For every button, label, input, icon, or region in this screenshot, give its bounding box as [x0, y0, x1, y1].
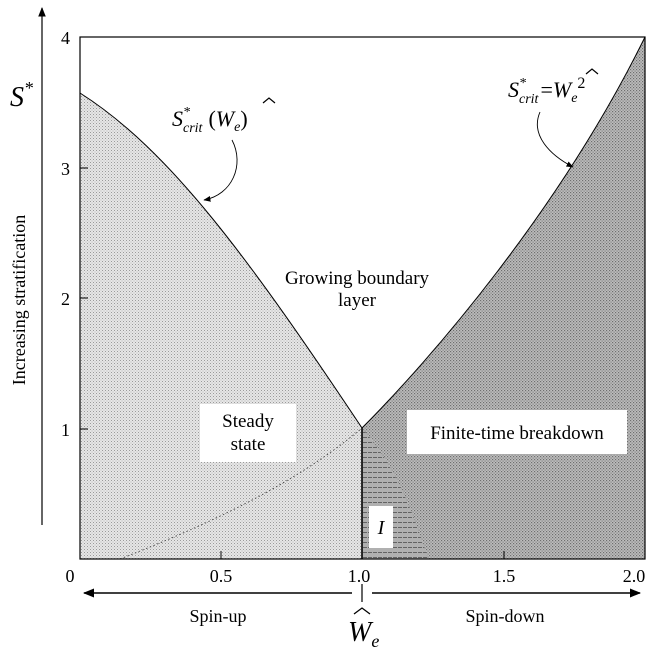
spin-down-label: Spin-down	[465, 606, 544, 626]
right-curve-label: S* crit=We2	[508, 68, 599, 107]
y-tick-labels: 1 2 3 4	[61, 28, 70, 440]
svg-text:layer: layer	[338, 290, 377, 311]
svg-text:Steady: Steady	[222, 411, 274, 432]
steady-state-label-box	[200, 404, 296, 462]
svg-text:We: We	[348, 617, 379, 650]
hat-accent	[353, 607, 371, 615]
left-critical-curve	[79, 92, 363, 429]
svg-text:Growing boundary: Growing boundary	[285, 268, 430, 289]
hat-accent	[262, 97, 276, 104]
x-ticks	[220, 551, 505, 559]
y-tick-label: 1	[61, 420, 70, 440]
svg-text:S*crit(We): S* crit (We)	[172, 105, 248, 136]
hat-accent	[585, 68, 599, 75]
left-curve-pointer	[203, 139, 238, 202]
breakdown-label-box	[407, 410, 627, 454]
spin-up-label: Spin-up	[189, 606, 246, 626]
y-ticks	[80, 36, 88, 430]
svg-text:state: state	[231, 434, 266, 455]
x-tick-label: 2.0	[623, 566, 646, 586]
left-curve-label: S* crit (We)	[172, 97, 276, 136]
svg-text:S*: S*	[10, 78, 33, 113]
breakdown-label: Finite-time breakdown	[430, 423, 604, 444]
region-I-label: I	[377, 517, 386, 539]
growing-boundary-label: Growing boundary layer	[285, 268, 430, 311]
x-tick-label: 0	[66, 566, 75, 586]
steady-state-label: Steady state	[222, 411, 274, 455]
x-tick-label: 0.5	[210, 566, 233, 586]
dotted-inner-curve	[119, 427, 363, 560]
y-tick-label: 4	[61, 28, 70, 48]
y-axis-symbol: S*	[10, 78, 33, 113]
x-tick-label: 1.5	[493, 566, 516, 586]
x-tick-labels: 0 0.5 1.0 1.5 2.0	[66, 566, 646, 586]
y-tick-label: 3	[61, 159, 70, 179]
right-curve-pointer	[537, 111, 574, 168]
y-tick-label: 2	[61, 289, 70, 309]
y-axis-arrow-label: Increasing stratification	[9, 215, 29, 385]
x-axis-symbol: We	[348, 607, 379, 650]
region-I-label-box	[369, 506, 393, 548]
x-tick-label: 1.0	[348, 566, 371, 586]
right-critical-curve	[361, 36, 646, 429]
svg-text:S*crit=We2: S* crit=We2	[508, 75, 585, 107]
